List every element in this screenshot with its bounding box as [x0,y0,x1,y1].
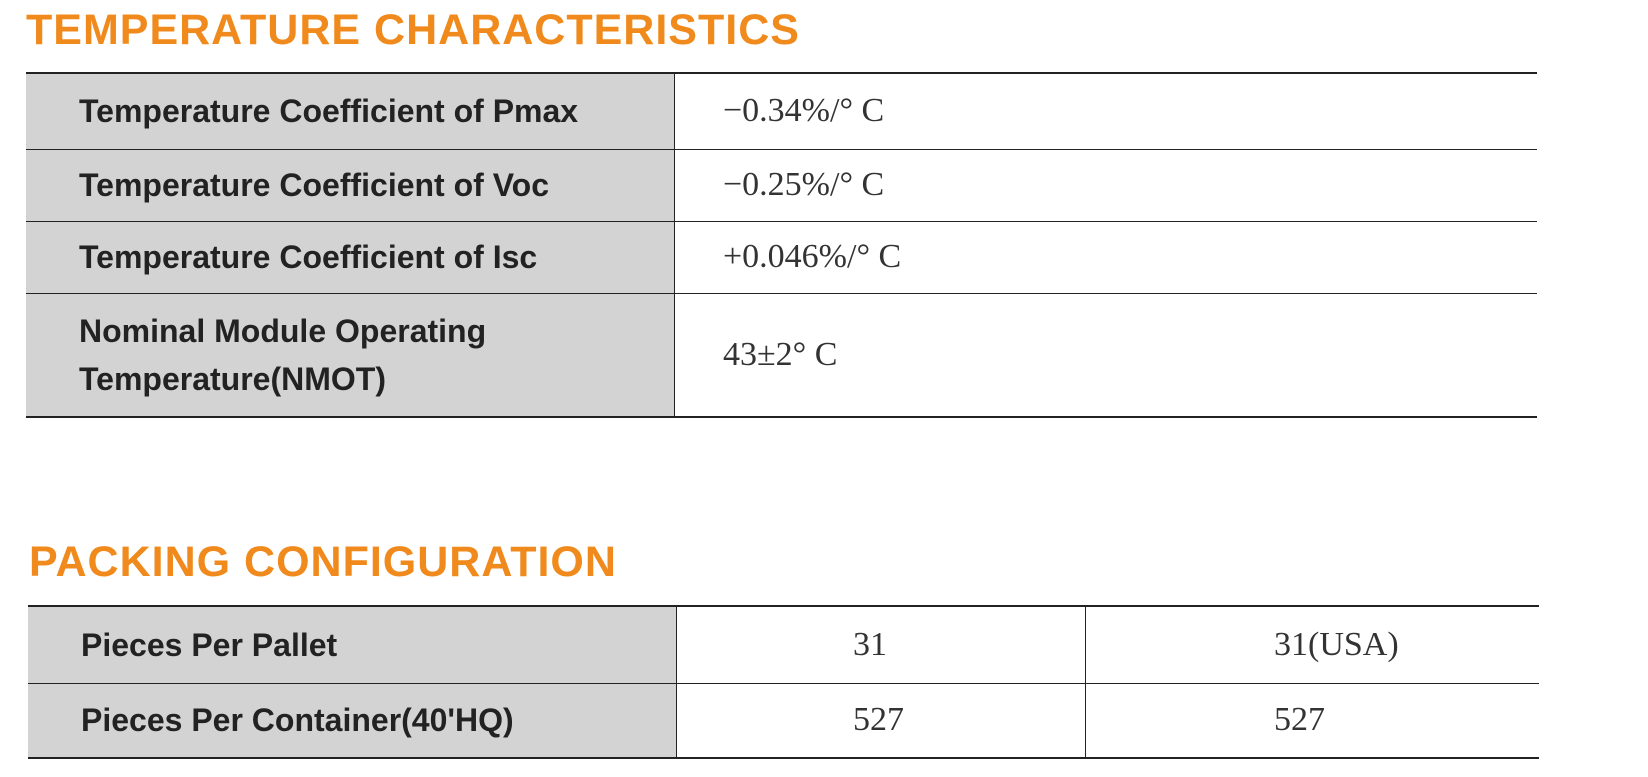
row-label: Temperature Coefficient of Isc [26,220,675,293]
row-value: 31 [676,605,1086,683]
value-text: 31 [853,625,887,663]
row-label: Pieces Per Pallet [28,605,677,683]
row-label: Temperature Coefficient of Pmax [26,72,675,149]
table-row: Nominal Module Operating Temperature(NMO… [26,292,1537,417]
row-value: 31(USA) [1085,605,1539,683]
table-row: Pieces Per Container(40'HQ) 527 527 [28,682,1539,758]
table-row: Pieces Per Pallet 31 31(USA) [28,605,1539,683]
table-row: Temperature Coefficient of Pmax −0.34%/° … [26,72,1537,149]
table-row: Temperature Coefficient of Voc −0.25%/° C [26,148,1537,221]
row-value: 527 [676,682,1086,758]
row-label: Temperature Coefficient of Voc [26,148,675,221]
table-row: Temperature Coefficient of Isc +0.046%/° … [26,220,1537,293]
value-text: 31(USA) [1274,625,1399,663]
row-label: Pieces Per Container(40'HQ) [28,682,677,758]
row-value: 43±2° C [674,292,1537,417]
section-title: TEMPERATURE CHARACTERISTICS [26,6,800,54]
row-value: 527 [1085,682,1539,758]
temperature-table: Temperature Coefficient of Pmax −0.34%/° … [26,72,1537,418]
row-value: +0.046%/° C [674,220,1537,293]
row-label: Nominal Module Operating Temperature(NMO… [26,292,675,417]
section-title: PACKING CONFIGURATION [29,538,617,586]
value-text: 527 [853,701,904,739]
row-value: −0.34%/° C [674,72,1537,149]
row-value: −0.25%/° C [674,148,1537,221]
packing-table: Pieces Per Pallet 31 31(USA) Pieces Per Con… [28,605,1539,759]
value-text: 527 [1274,701,1325,739]
